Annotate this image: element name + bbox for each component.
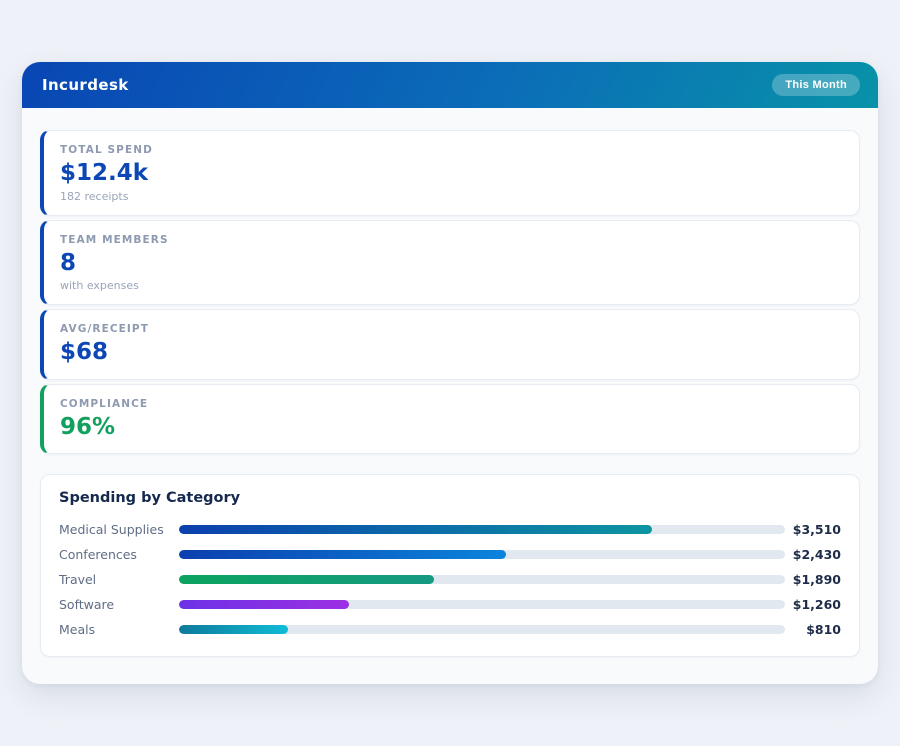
- spending-by-category-chart: Spending by Category Medical Supplies $3…: [40, 474, 860, 657]
- bar-software: [179, 600, 349, 609]
- bar-track: [179, 550, 785, 559]
- stat-sublabel: 182 receipts: [60, 190, 843, 203]
- stat-value: $68: [60, 339, 843, 367]
- chart-row-conferences: Conferences $2,430: [59, 542, 841, 567]
- bar-value: $2,430: [785, 547, 841, 562]
- category-label: Software: [59, 597, 179, 612]
- chart-row-meals: Meals $810: [59, 617, 841, 642]
- stat-card-compliance: COMPLIANCE 96%: [40, 384, 860, 455]
- chart-row-medical-supplies: Medical Supplies $3,510: [59, 517, 841, 542]
- chart-row-software: Software $1,260: [59, 592, 841, 617]
- stat-label: COMPLIANCE: [60, 398, 843, 410]
- stat-value: 8: [60, 250, 843, 278]
- app-body: TOTAL SPEND $12.4k 182 receipts TEAM MEM…: [22, 108, 878, 679]
- bar-track: [179, 625, 785, 634]
- category-label: Conferences: [59, 547, 179, 562]
- category-label: Medical Supplies: [59, 522, 179, 537]
- stat-label: TOTAL SPEND: [60, 144, 843, 156]
- bar-value: $3,510: [785, 522, 841, 537]
- stat-value: 96%: [60, 414, 843, 442]
- stat-value: $12.4k: [60, 160, 843, 188]
- bar-track: [179, 525, 785, 534]
- period-badge[interactable]: This Month: [772, 74, 860, 96]
- stat-label: AVG/RECEIPT: [60, 323, 843, 335]
- stat-label: TEAM MEMBERS: [60, 234, 843, 246]
- category-label: Travel: [59, 572, 179, 587]
- bar-track: [179, 600, 785, 609]
- stat-card-avg-receipt: AVG/RECEIPT $68: [40, 309, 860, 380]
- chart-row-travel: Travel $1,890: [59, 567, 841, 592]
- bar-value: $1,890: [785, 572, 841, 587]
- stat-card-total-spend: TOTAL SPEND $12.4k 182 receipts: [40, 130, 860, 216]
- bar-value: $1,260: [785, 597, 841, 612]
- incurdesk-panel: Incurdesk This Month TOTAL SPEND $12.4k …: [22, 62, 878, 684]
- app-title: Incurdesk: [42, 76, 129, 94]
- chart-title: Spending by Category: [59, 490, 841, 506]
- bar-meals: [179, 625, 288, 634]
- stat-card-team-members: TEAM MEMBERS 8 with expenses: [40, 220, 860, 306]
- bar-travel: [179, 575, 434, 584]
- bar-value: $810: [785, 622, 841, 637]
- app-header: Incurdesk This Month: [22, 62, 878, 108]
- bar-conferences: [179, 550, 506, 559]
- stat-sublabel: with expenses: [60, 279, 843, 292]
- bar-medical-supplies: [179, 525, 652, 534]
- bar-track: [179, 575, 785, 584]
- category-label: Meals: [59, 622, 179, 637]
